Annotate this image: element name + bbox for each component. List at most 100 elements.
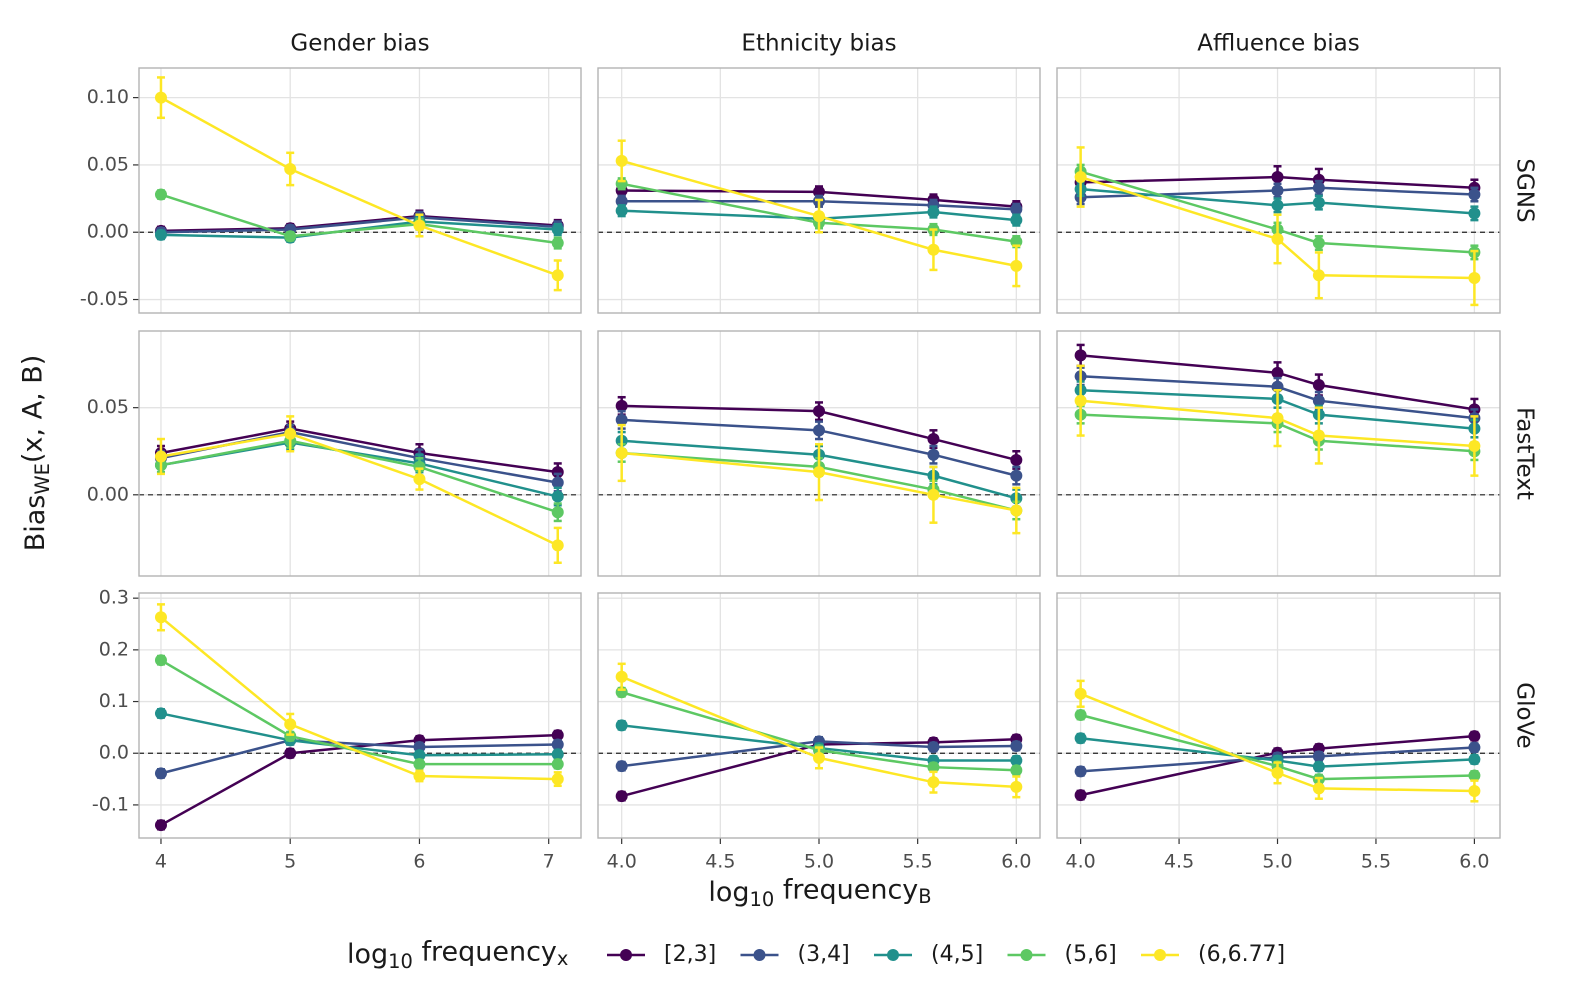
point xyxy=(154,767,167,780)
point xyxy=(927,741,940,754)
series-line xyxy=(160,432,559,547)
point xyxy=(1010,453,1023,466)
legend-marker xyxy=(620,949,632,961)
point xyxy=(1312,750,1325,763)
point xyxy=(813,751,825,764)
label-part: log xyxy=(708,877,749,908)
point xyxy=(1312,379,1325,392)
panel-border xyxy=(597,330,1041,577)
point xyxy=(551,729,564,742)
point xyxy=(1074,394,1087,407)
legend-label: (3,4] xyxy=(798,942,850,967)
point xyxy=(1468,769,1481,782)
point xyxy=(615,670,628,683)
label-part: 10 xyxy=(750,887,775,910)
series-line xyxy=(621,740,1017,768)
panel-background xyxy=(1057,593,1500,838)
x-tick-label: 5.0 xyxy=(1262,851,1292,873)
point xyxy=(1074,765,1087,778)
y-tick-label: 0.3 xyxy=(99,587,129,609)
point xyxy=(413,758,426,771)
series-line xyxy=(160,712,558,757)
point xyxy=(1271,366,1284,379)
point xyxy=(615,760,628,773)
series-line xyxy=(621,159,1017,268)
row-title: SGNS xyxy=(1512,158,1538,222)
point xyxy=(1010,739,1023,752)
point xyxy=(413,473,426,486)
label-part: B xyxy=(918,885,931,908)
point xyxy=(1312,237,1325,249)
panel-background xyxy=(139,68,581,313)
point xyxy=(1010,214,1023,227)
series-line xyxy=(621,182,1017,243)
point xyxy=(154,450,167,463)
point xyxy=(284,730,297,743)
panel-border xyxy=(1056,592,1501,839)
series-line xyxy=(1080,692,1475,793)
point xyxy=(1074,708,1087,721)
series-line xyxy=(621,200,1017,211)
point xyxy=(154,707,167,720)
point xyxy=(615,413,628,426)
y-tick-label: 0.10 xyxy=(87,86,129,108)
point xyxy=(1312,760,1325,773)
y-axis-label: BiasWE(x, A, B) xyxy=(17,355,53,552)
point xyxy=(1010,203,1023,216)
series-line xyxy=(1080,170,1475,254)
legend-title: log10 frequencyx xyxy=(347,936,568,972)
series-line xyxy=(621,451,1017,512)
point xyxy=(1010,469,1023,482)
y-tick-label: -0.05 xyxy=(80,288,129,310)
point xyxy=(1312,181,1325,194)
y-tick-label: 0.05 xyxy=(87,396,129,418)
x-tick-label: 7 xyxy=(543,851,555,873)
series-line xyxy=(1080,746,1475,773)
series-line xyxy=(1080,354,1475,411)
legend-label: (5,6] xyxy=(1065,942,1117,967)
y-tick-label: -0.1 xyxy=(92,793,129,815)
series-line xyxy=(160,193,558,245)
point xyxy=(927,433,940,446)
series-line xyxy=(160,214,558,233)
series-line xyxy=(1080,186,1475,199)
series-line xyxy=(1080,713,1475,781)
point xyxy=(927,243,940,256)
series-line xyxy=(1080,375,1475,420)
x-tick-label: 5.0 xyxy=(804,851,834,873)
series-line xyxy=(1080,175,1475,190)
point xyxy=(284,230,297,243)
x-tick-label: 5.5 xyxy=(903,851,933,873)
panel-border xyxy=(1056,330,1501,577)
label-part: frequency xyxy=(774,874,918,905)
series-line xyxy=(621,724,1017,762)
point xyxy=(1468,784,1481,797)
point xyxy=(551,466,564,479)
point xyxy=(154,228,167,241)
legend-marker xyxy=(887,949,899,961)
point xyxy=(284,718,297,731)
point xyxy=(927,488,940,501)
point xyxy=(615,446,628,459)
column-title: Gender bias xyxy=(290,31,429,57)
label-part: WE xyxy=(30,463,53,495)
point xyxy=(813,405,825,418)
point xyxy=(1074,789,1087,802)
point xyxy=(551,758,564,771)
point xyxy=(551,539,564,552)
point xyxy=(1271,766,1284,779)
x-tick-label: 5 xyxy=(284,851,296,873)
label-part: (x, A, B) xyxy=(17,355,48,463)
legend-label: (4,5] xyxy=(931,942,983,967)
point xyxy=(551,223,564,236)
series-line xyxy=(1080,413,1475,453)
point xyxy=(1468,753,1481,766)
x-tick-label: 6 xyxy=(413,851,425,873)
point xyxy=(1074,687,1087,700)
series-line xyxy=(1080,399,1475,448)
panel-border xyxy=(138,67,582,314)
series-line xyxy=(160,739,558,775)
label-part: x xyxy=(557,947,569,970)
point xyxy=(551,490,564,503)
point xyxy=(615,719,628,732)
